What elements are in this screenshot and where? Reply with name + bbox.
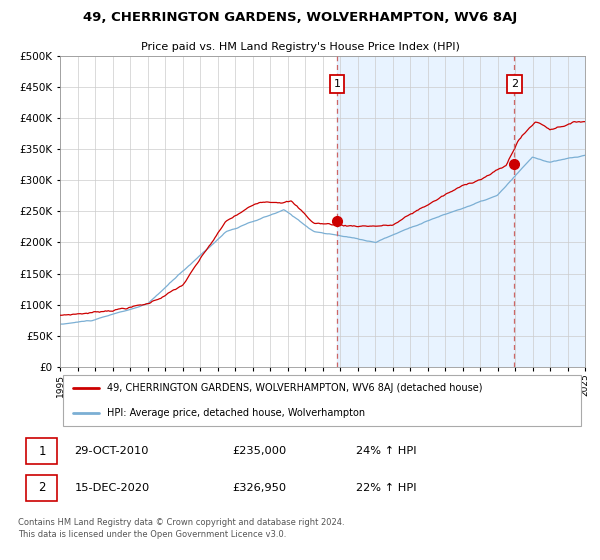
Text: 15-DEC-2020: 15-DEC-2020 bbox=[74, 483, 149, 493]
Text: 1: 1 bbox=[38, 445, 46, 458]
Bar bbox=[337, 56, 585, 367]
Text: Contains HM Land Registry data © Crown copyright and database right 2024.
This d: Contains HM Land Registry data © Crown c… bbox=[18, 518, 344, 539]
Text: 49, CHERRINGTON GARDENS, WOLVERHAMPTON, WV6 8AJ (detached house): 49, CHERRINGTON GARDENS, WOLVERHAMPTON, … bbox=[107, 382, 483, 393]
FancyBboxPatch shape bbox=[26, 438, 58, 464]
Text: £235,000: £235,000 bbox=[232, 446, 287, 456]
FancyBboxPatch shape bbox=[62, 375, 581, 426]
Text: 49, CHERRINGTON GARDENS, WOLVERHAMPTON, WV6 8AJ: 49, CHERRINGTON GARDENS, WOLVERHAMPTON, … bbox=[83, 11, 517, 24]
Text: £326,950: £326,950 bbox=[232, 483, 286, 493]
Text: 22% ↑ HPI: 22% ↑ HPI bbox=[356, 483, 417, 493]
Text: Price paid vs. HM Land Registry's House Price Index (HPI): Price paid vs. HM Land Registry's House … bbox=[140, 42, 460, 52]
Text: 24% ↑ HPI: 24% ↑ HPI bbox=[356, 446, 417, 456]
Text: 29-OCT-2010: 29-OCT-2010 bbox=[74, 446, 149, 456]
FancyBboxPatch shape bbox=[26, 475, 58, 501]
Text: 1: 1 bbox=[334, 79, 341, 89]
Text: HPI: Average price, detached house, Wolverhampton: HPI: Average price, detached house, Wolv… bbox=[107, 408, 365, 418]
Text: 2: 2 bbox=[38, 481, 46, 494]
Text: 2: 2 bbox=[511, 79, 518, 89]
